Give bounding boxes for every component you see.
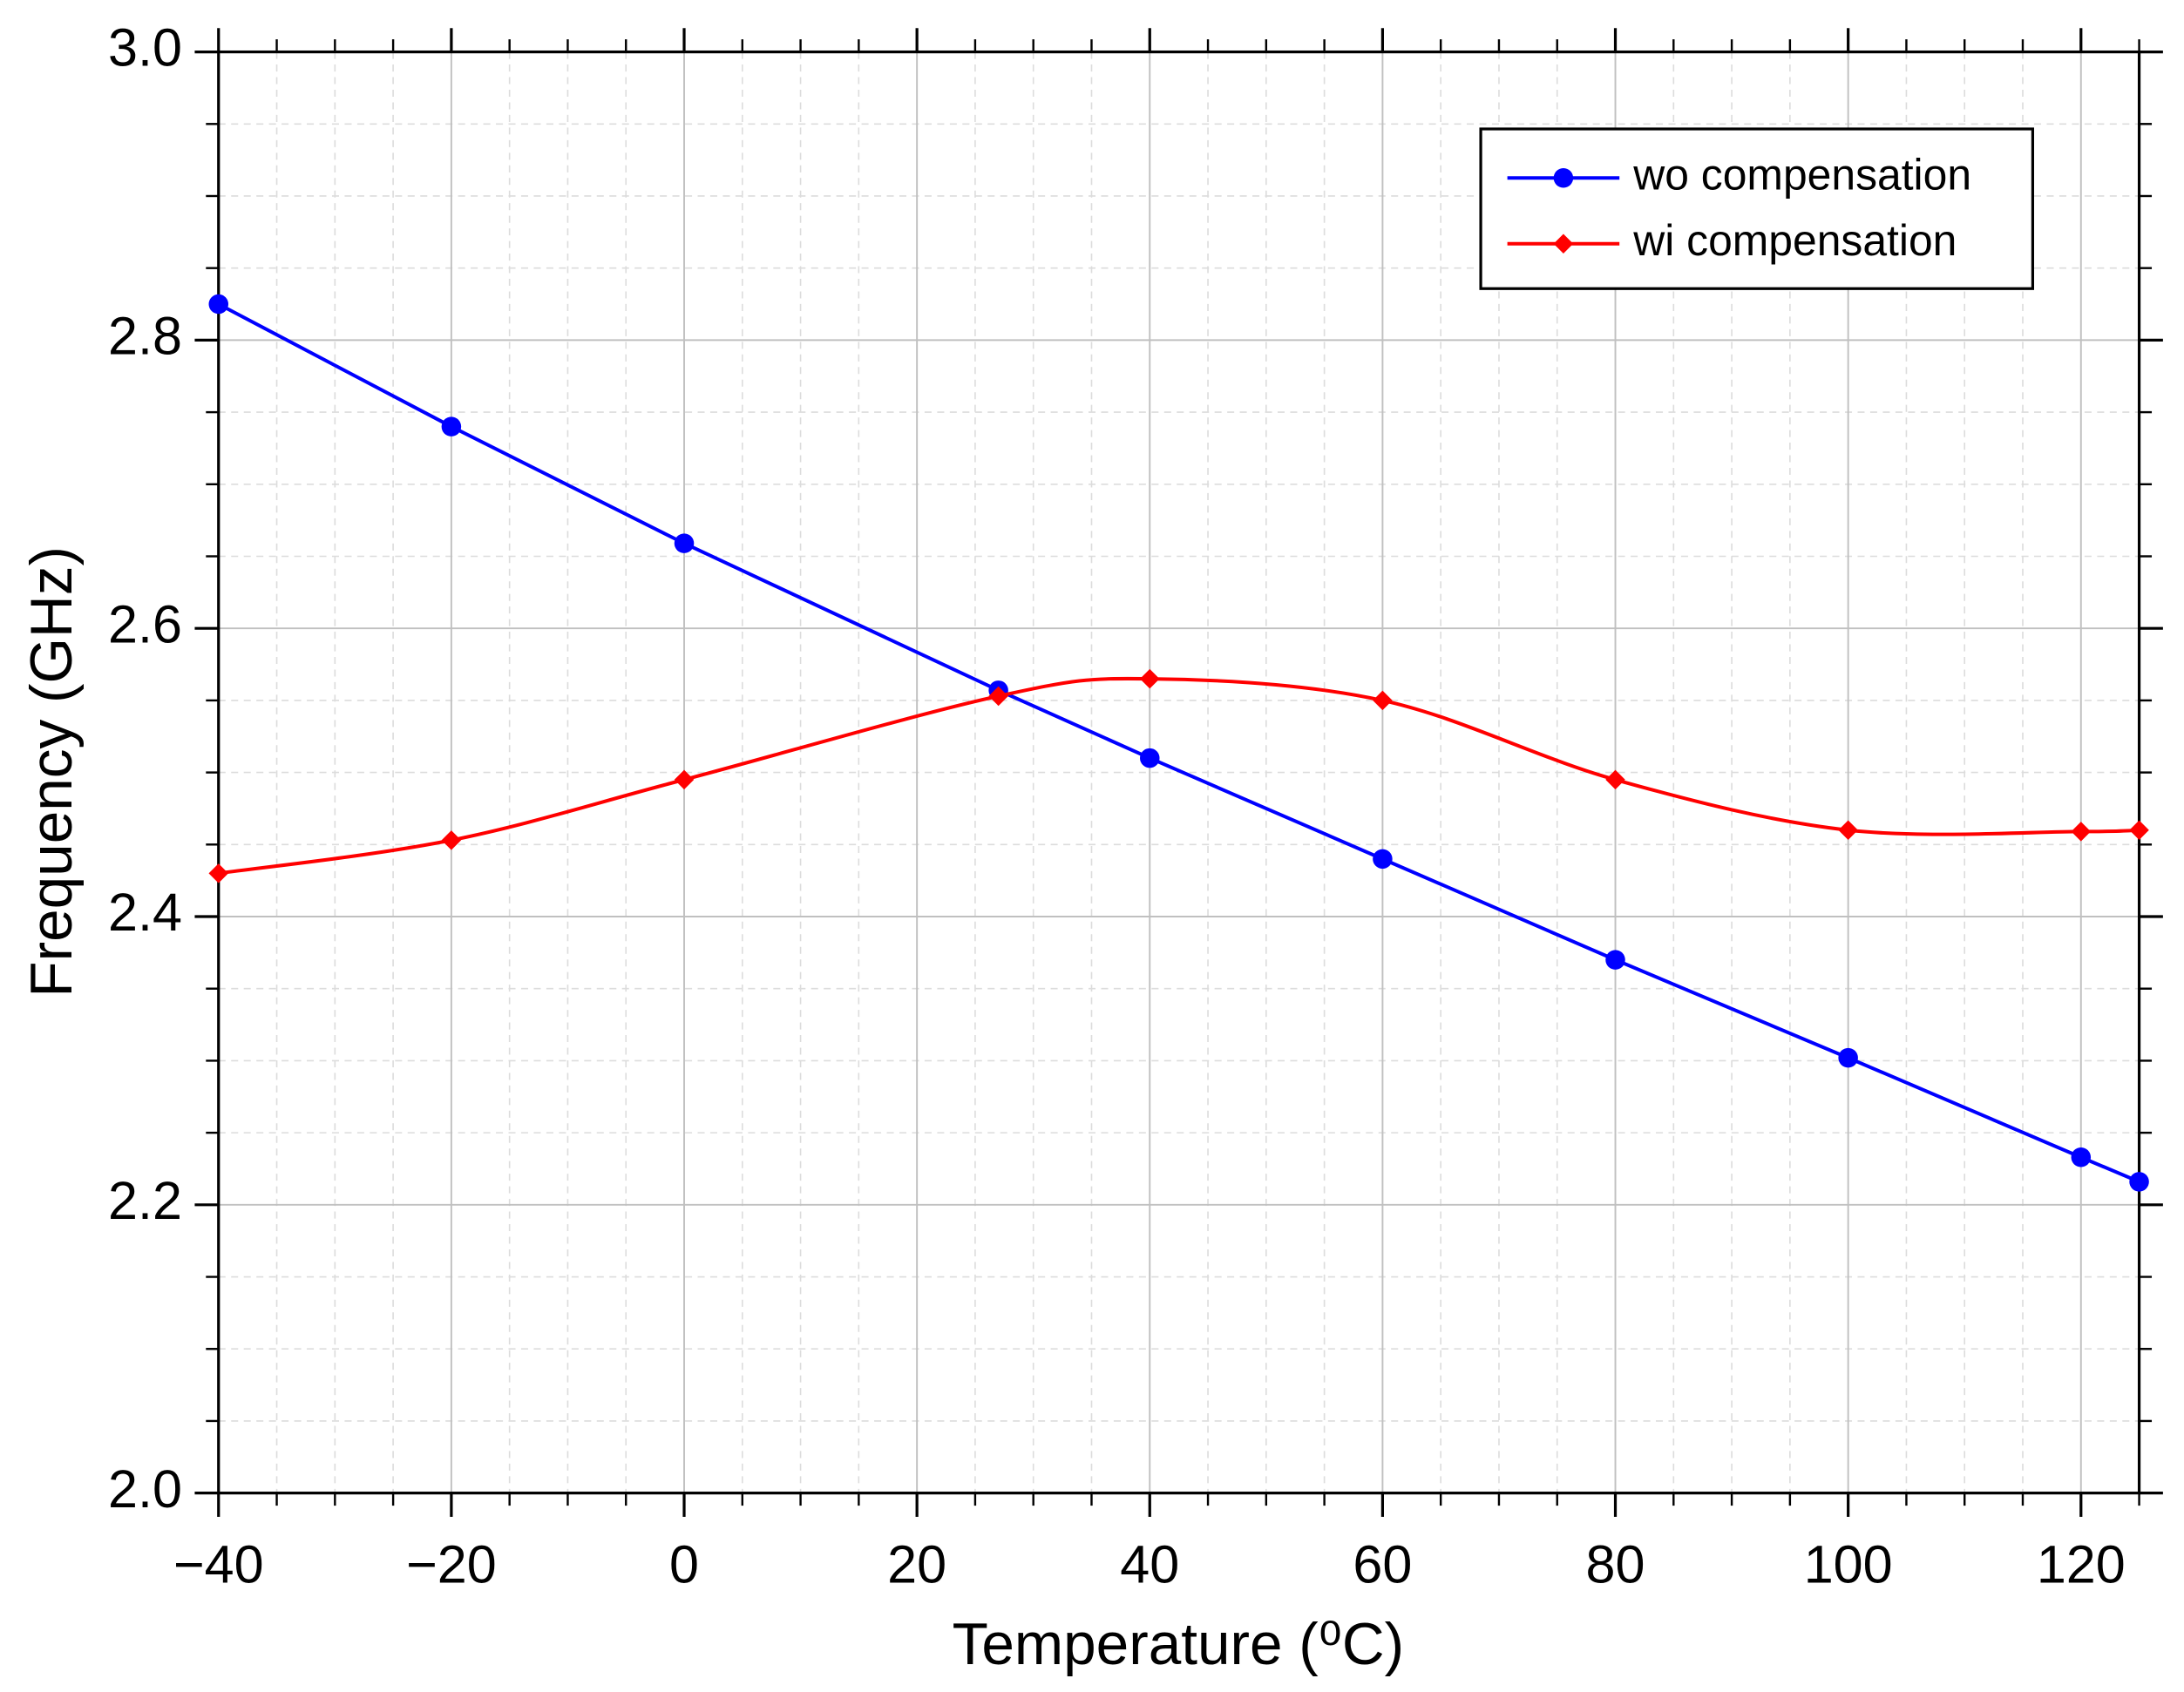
x-tick-label: 80: [1586, 1535, 1645, 1594]
plot-frame: [217, 50, 2141, 1495]
legend-box: [1479, 127, 2035, 290]
legend-label: wo compensation: [1632, 150, 1971, 199]
series-line: [217, 302, 2140, 1184]
marker: [1373, 690, 1393, 711]
marker: [2071, 1147, 2092, 1167]
x-tick-label: 100: [1804, 1535, 1893, 1594]
marker: [208, 863, 229, 883]
marker: [1605, 769, 1625, 790]
marker: [441, 830, 462, 850]
marker: [441, 416, 462, 437]
marker: [674, 533, 695, 553]
legend-label: wi compensation: [1632, 216, 1957, 265]
x-axis-label: Temperature (⁰C): [953, 1612, 1404, 1677]
y-tick-label: 2.0: [108, 1459, 182, 1519]
marker: [2071, 822, 2092, 842]
y-tick-label: 2.8: [108, 307, 182, 366]
marker: [208, 294, 229, 315]
marker: [2129, 820, 2149, 841]
grid: [217, 51, 2140, 1494]
x-tick-label: 120: [2037, 1535, 2126, 1594]
marker: [1140, 748, 1160, 768]
x-tick-label: 60: [1353, 1535, 1412, 1594]
y-axis-label: Frequency (GHz): [19, 546, 85, 998]
x-tick-label: 40: [1120, 1535, 1179, 1594]
legend: wo compensation wi compensation: [1479, 127, 2035, 290]
marker: [1605, 950, 1625, 970]
x-tick-label: −20: [406, 1535, 497, 1594]
marker: [1838, 1047, 1858, 1068]
marker: [2129, 1172, 2149, 1192]
marker: [1373, 849, 1393, 870]
marker: [1140, 668, 1160, 689]
y-tick-label: 2.2: [108, 1171, 182, 1230]
y-tick-label: 2.6: [108, 594, 182, 653]
x-tick-label: 20: [887, 1535, 946, 1594]
series-line: [218, 676, 2140, 876]
y-tick-label: 2.4: [108, 883, 182, 942]
marker: [1838, 820, 1858, 841]
x-tick-label: −40: [173, 1535, 264, 1594]
legend-marker: [1553, 167, 1574, 188]
ticks: [194, 28, 2163, 1517]
y-tick-label: 3.0: [108, 18, 182, 78]
x-tick-label: 0: [669, 1535, 699, 1594]
